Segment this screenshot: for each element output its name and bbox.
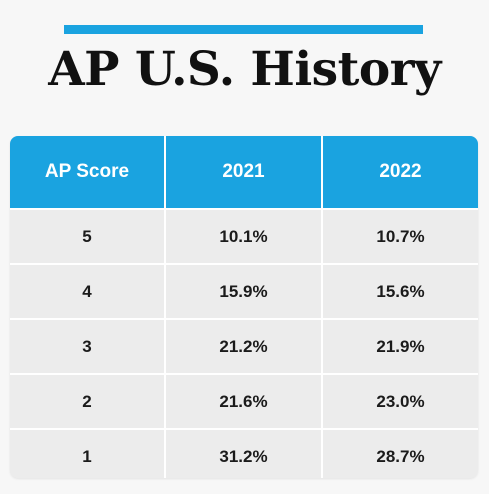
cell-2022: 23.0% xyxy=(322,373,478,429)
cell-2021: 15.9% xyxy=(165,263,323,319)
cell-score: 4 xyxy=(10,263,166,319)
cell-score: 3 xyxy=(10,318,166,374)
cell-2021: 10.1% xyxy=(165,208,323,264)
cell-2022: 28.7% xyxy=(322,428,478,478)
cell-score: 5 xyxy=(10,208,166,264)
table-row: 5 10.1% 10.7% xyxy=(10,208,478,264)
table-row: 2 21.6% 23.0% xyxy=(10,373,478,429)
score-table-card: AP Score 2021 2022 5 10.1% 10.7% 4 15.9%… xyxy=(10,136,478,478)
cell-score: 1 xyxy=(10,428,166,478)
table-row: 3 21.2% 21.9% xyxy=(10,318,478,374)
title-accent-bar xyxy=(64,25,423,34)
cell-2021: 21.6% xyxy=(165,373,323,429)
table-row: 4 15.9% 15.6% xyxy=(10,263,478,319)
table-header: AP Score 2021 2022 xyxy=(10,136,478,209)
cell-2021: 21.2% xyxy=(165,318,323,374)
header-2022: 2022 xyxy=(322,136,478,209)
table-row: 1 31.2% 28.7% xyxy=(10,428,478,478)
header-2021: 2021 xyxy=(165,136,323,209)
table-body: 5 10.1% 10.7% 4 15.9% 15.6% 3 21.2% 21.9… xyxy=(10,208,478,478)
cell-score: 2 xyxy=(10,373,166,429)
cell-2022: 15.6% xyxy=(322,263,478,319)
cell-2022: 21.9% xyxy=(322,318,478,374)
cell-2022: 10.7% xyxy=(322,208,478,264)
header-row: AP Score 2021 2022 xyxy=(10,136,478,209)
header-ap-score: AP Score xyxy=(10,136,166,209)
score-distribution-table: AP Score 2021 2022 5 10.1% 10.7% 4 15.9%… xyxy=(10,136,478,478)
page-title: AP U.S. History xyxy=(48,42,441,97)
cell-2021: 31.2% xyxy=(165,428,323,478)
